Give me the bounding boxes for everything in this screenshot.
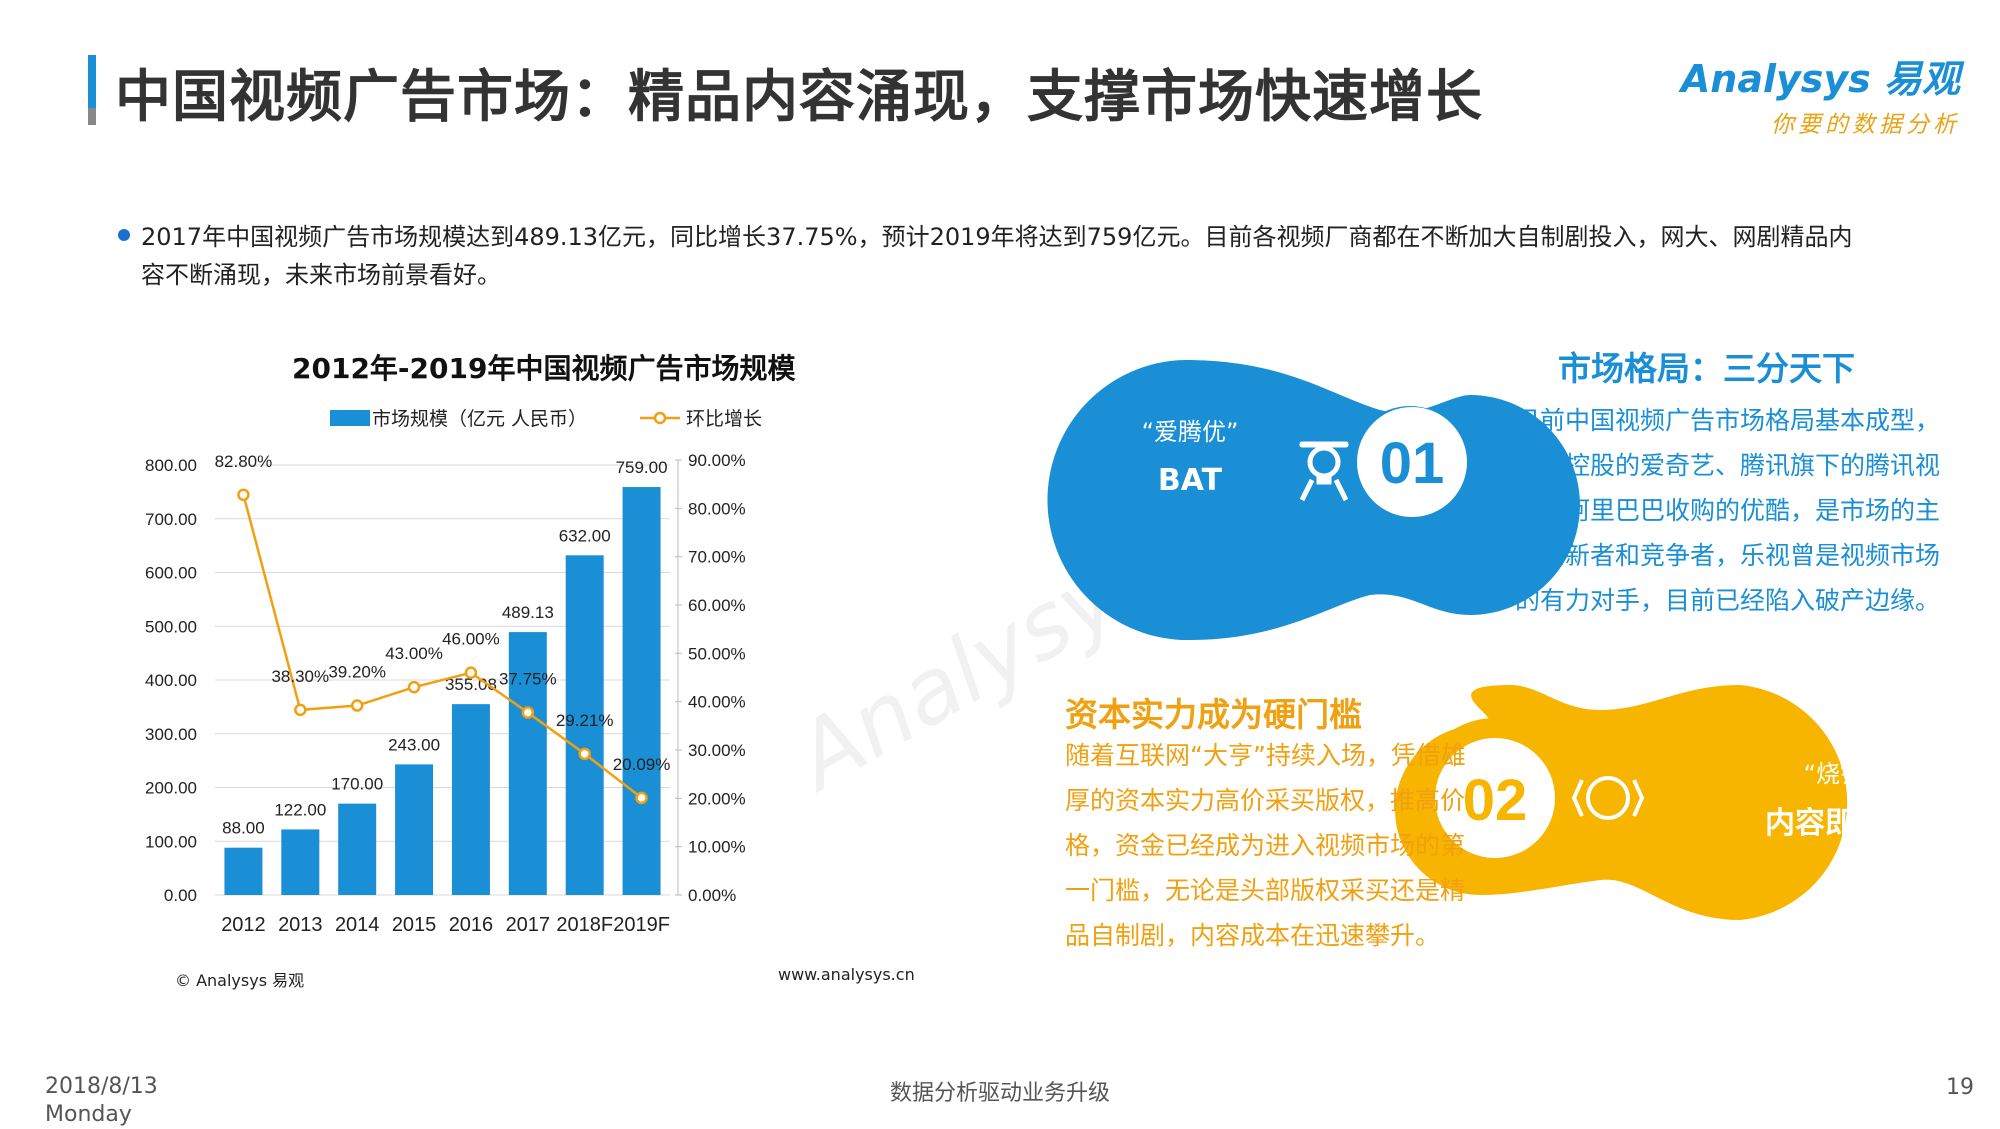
bar-value-label: 632.00 [559,526,611,545]
growth-line [242,494,643,799]
x-tick-label: 2016 [449,914,494,936]
growth-value-label: 37.75% [499,670,557,689]
badge-01-circle [1357,407,1467,517]
burn-label: 内容即实力 [1765,806,1915,841]
bat-label: BAT [1158,463,1223,498]
x-tick-label: 2014 [335,914,380,936]
capital-title: 资本实力成为硬门槛 [1065,695,1362,734]
bar [565,555,604,895]
market-text: 目前中国视频广告市场格局基本成型，百度控股的爱奇艺、腾讯旗下的腾讯视频、阿里巴巴… [1515,406,1941,615]
legend-bar-swatch [330,410,370,426]
burn-bubble: 02 “烧钱” 内容即实力 [1395,685,1915,920]
y-right-tick-label: 90.00% [688,451,746,470]
bar-value-label: 170.00 [331,775,383,794]
logo-tagline: 你要的数据分析 [1771,112,1960,138]
analysys-logo: Analysys 易观 你要的数据分析 [1681,48,1960,139]
y-left-tick-label: 700.00 [145,510,197,529]
market-title: 市场格局：三分天下 [1558,349,1855,388]
footer-date-text: 2018/8/13 [45,1074,158,1099]
y-left-tick-label: 300.00 [145,725,197,744]
badge-02-circle [1435,738,1555,858]
title-accent-bar-gray [88,108,96,125]
growth-point [635,791,648,805]
chart-title: 2012年-2019年中国视频广告市场规模 [292,352,796,385]
growth-point [464,666,478,679]
growth-value-label: 39.20% [328,663,386,682]
y-right-tick-label: 50.00% [688,644,746,663]
summary-text: 2017年中国视频广告市场规模达到489.13亿元，同比增长37.75%，预计2… [141,223,1853,289]
drone-icon [1299,441,1349,502]
growth-value-label: 20.09% [613,755,671,774]
bar [508,632,547,895]
x-tick-label: 2013 [278,914,323,936]
y-left-tick-label: 400.00 [145,671,197,690]
footer-date: 2018/8/13 Monday [45,1073,158,1129]
footer-weekday: Monday [45,1102,132,1127]
y-right-tick-label: 10.00% [688,838,746,857]
growth-value-label: 43.00% [385,644,443,663]
bar-value-label: 88.00 [222,819,265,838]
bar [338,803,377,895]
x-tick-label: 2015 [392,914,437,936]
y-right-tick-label: 70.00% [688,548,746,567]
growth-point [521,706,535,719]
bubble-graphics: 01 “爱腾优” BAT 02 “烧钱” 内容即实力 [1047,360,1915,920]
badge-01-number: 01 [1380,431,1445,496]
growth-value-label: 29.21% [556,711,614,730]
money-icon [1571,776,1645,820]
bar [395,764,434,895]
bar [224,847,263,895]
title-accent-bar [88,55,96,125]
growth-point [350,699,364,712]
legend-line-label: 环比增长 [686,408,762,430]
badge-02-number: 02 [1463,768,1528,833]
bar [622,487,661,895]
y-right-tick-label: 20.00% [688,789,746,808]
bar-value-label: 355.08 [445,675,497,694]
chart-source-left: © Analysys 易观 [175,971,305,990]
bar-value-label: 122.00 [274,800,326,819]
y-left-tick-label: 200.00 [145,779,197,798]
bat-quote: “爱腾优” [1142,418,1239,446]
x-tick-label: 2019F [613,914,670,936]
page-number: 19 [1946,1075,1974,1100]
y-right-tick-label: 80.00% [688,499,746,518]
bar-value-label: 243.00 [388,735,440,754]
y-right-tick-label: 60.00% [688,596,746,615]
y-left-tick-label: 500.00 [145,617,197,636]
x-tick-label: 2017 [506,914,551,936]
growth-point [294,703,307,717]
bullet-dot [118,229,130,241]
burn-quote: “烧钱” [1804,760,1877,788]
logo-main-text: Analysys 易观 [1680,57,1960,101]
y-left-tick-label: 800.00 [145,456,197,475]
bar-value-label: 759.00 [616,458,668,477]
footer-tagline: 数据分析驱动业务升级 [890,1081,1111,1106]
page-title: 中国视频广告市场：精品内容涌现，支撑市场快速增长 [115,65,1483,130]
x-tick-label: 2018F [556,914,613,936]
capital-text: 随着互联网“大亨”持续入场，凭借雄厚的资本实力高价采买版权，推高价格，资金已经成… [1065,741,1466,950]
legend-line-marker [653,411,667,425]
bar [451,704,490,895]
legend-bar-label: 市场规模（亿元 人民币） [372,408,587,430]
y-left-tick-label: 100.00 [145,832,197,851]
market-size-chart: 0.00 100.00 200.00 300.00 400.00 500.00 600.00… [145,408,762,936]
growth-point [407,680,421,694]
bar [281,829,320,895]
x-tick-label: 2012 [221,914,266,936]
growth-value-label: 46.00% [442,630,500,649]
y-right-tick-label: 30.00% [688,741,746,760]
y-left-tick-label: 600.00 [145,564,197,583]
bar-value-label: 489.13 [502,603,554,622]
growth-point [578,747,591,761]
bat-bubble: 01 “爱腾优” BAT [1047,360,1580,641]
chart-source-right: www.analysys.cn [778,965,915,984]
growth-value-label: 38.30% [271,667,329,686]
y-right-tick-label: 40.00% [688,693,746,712]
growth-value-label: 82.80% [215,452,273,471]
y-left-tick-label: 0.00 [164,886,197,905]
growth-point [237,488,250,502]
y-right-tick-label: 0.00% [688,886,736,905]
